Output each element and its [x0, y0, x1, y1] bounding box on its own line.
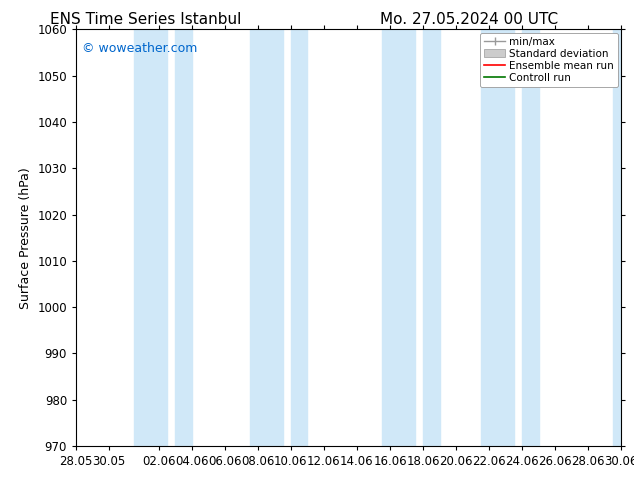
Text: © woweather.com: © woweather.com — [82, 42, 197, 55]
Bar — [250, 29, 283, 446]
Bar — [423, 29, 439, 446]
Bar — [481, 29, 514, 446]
Bar — [613, 29, 630, 446]
Bar — [175, 29, 191, 446]
Text: ENS Time Series Istanbul: ENS Time Series Istanbul — [49, 12, 241, 27]
Bar — [134, 29, 167, 446]
Legend: min/max, Standard deviation, Ensemble mean run, Controll run: min/max, Standard deviation, Ensemble me… — [480, 32, 618, 87]
Y-axis label: Surface Pressure (hPa): Surface Pressure (hPa) — [19, 167, 32, 309]
Text: Mo. 27.05.2024 00 UTC: Mo. 27.05.2024 00 UTC — [380, 12, 559, 27]
Bar — [382, 29, 415, 446]
Bar — [291, 29, 307, 446]
Bar — [522, 29, 539, 446]
